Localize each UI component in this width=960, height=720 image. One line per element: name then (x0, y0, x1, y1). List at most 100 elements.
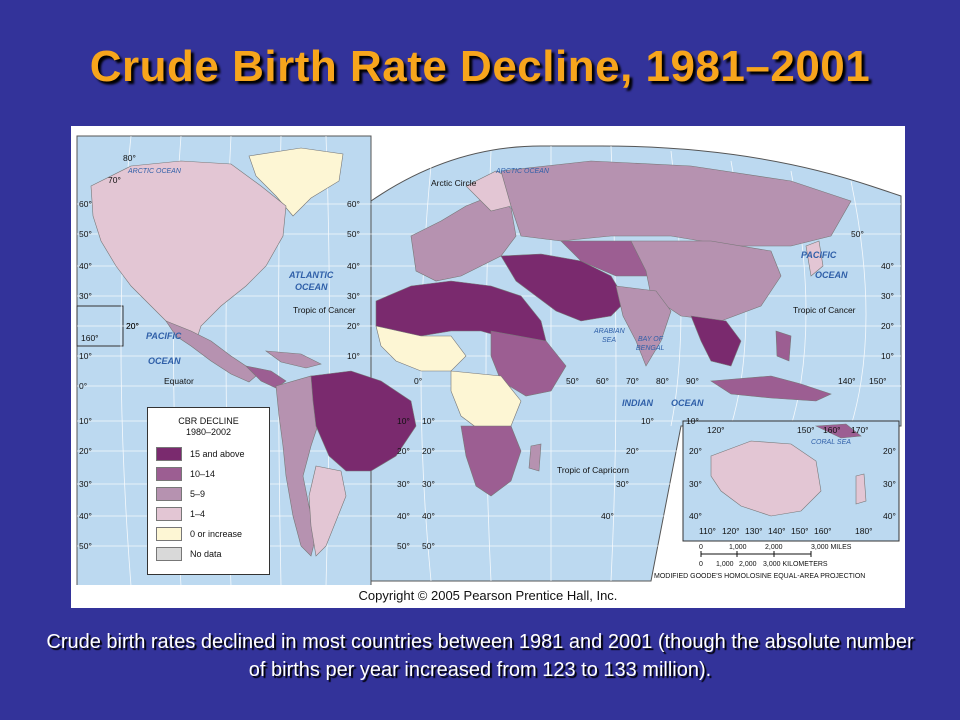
map-label: 10° (686, 416, 699, 426)
map-label: 40° (601, 511, 614, 521)
europe (410, 195, 517, 282)
middle-east (500, 253, 627, 322)
label-bengal-2: BENGAL (636, 345, 665, 352)
map-label: 10° (881, 351, 894, 361)
legend-item: 5–9 (156, 484, 269, 504)
map-label: 2,000 (739, 561, 757, 568)
legend-item: No data (156, 544, 269, 564)
argentina (308, 465, 347, 557)
map-label: 20° (422, 446, 435, 456)
legend-swatch (156, 527, 182, 541)
label-pacific-right-2: OCEAN (815, 270, 848, 280)
indonesia (710, 375, 832, 402)
map-label: 40° (397, 511, 410, 521)
label-arctic-ocean-right: ARCTIC OCEAN (495, 168, 550, 175)
map-label: 0 (699, 561, 703, 568)
label-arabian-2: SEA (602, 337, 616, 344)
map-label: 40° (79, 261, 92, 271)
map-label: 30° (79, 291, 92, 301)
lat-labels-right: 50° 40° 30° 20° 10° (851, 229, 894, 361)
legend-items: 15 and above 10–14 5–9 1–4 0 or increase… (148, 444, 269, 564)
map-label: 130° (745, 526, 763, 536)
map-label: 70° (626, 376, 639, 386)
map-label: 20° (626, 446, 639, 456)
russia (500, 160, 852, 247)
label-bengal-1: BAY OF (638, 336, 664, 343)
map-label: 50° (422, 541, 435, 551)
slide-caption: Crude birth rates declined in most count… (46, 631, 914, 681)
map-label: 2,000 (765, 544, 783, 551)
philippines (775, 330, 792, 362)
map-frame: ARCTIC OCEAN ARCTIC OCEAN ATLANTIC OCEAN… (71, 126, 905, 608)
legend: CBR DECLINE 1980–2002 15 and above 10–14… (147, 407, 270, 575)
map-label: 110° (699, 526, 716, 536)
map-label: 120° (722, 526, 740, 536)
map-label: 120° (707, 425, 725, 435)
legend-title: CBR DECLINE 1980–2002 (178, 416, 239, 437)
map-label: 90° (686, 376, 699, 386)
scale-bar: 0 1,000 2,000 3,000 MILES 0 1,000 2,000 … (654, 544, 865, 580)
map-label: 20° (79, 446, 92, 456)
label-pacific-left-1: PACIFIC (146, 331, 182, 341)
legend-item: 1–4 (156, 504, 269, 524)
east-africa (490, 330, 567, 397)
china (630, 240, 782, 322)
madagascar (528, 443, 542, 472)
map-label: 150° (791, 526, 809, 536)
map-label: 60° (79, 199, 92, 209)
legend-swatch (156, 447, 182, 461)
map-label: 10° (347, 351, 360, 361)
label-arabian-1: ARABIAN (593, 328, 626, 335)
map-label: 20° (397, 446, 410, 456)
map-label: 140° (838, 376, 856, 386)
map-label: 30° (397, 479, 410, 489)
southeast-asia (690, 315, 742, 367)
map-label: 1,000 (729, 544, 747, 551)
label-tropic-capricorn: Tropic of Capricorn (557, 465, 629, 475)
legend-item: 0 or increase (156, 524, 269, 544)
map-label: 30° (616, 479, 629, 489)
greenland (248, 147, 344, 217)
map-label: 0° (79, 381, 87, 391)
map-label: 40° (422, 511, 435, 521)
map-label: 150° (797, 425, 815, 435)
label-atlantic-2: OCEAN (295, 282, 328, 292)
label-indian-2: OCEAN (671, 398, 704, 408)
label-arctic-ocean-left: ARCTIC OCEAN (127, 168, 182, 175)
label-equator: Equator (164, 376, 194, 386)
map-label: 3,000 KILOMETERS (763, 561, 828, 568)
new-zealand (855, 473, 867, 505)
map-label: 20° (126, 321, 139, 331)
map-label: 10° (79, 351, 92, 361)
map-label: 10° (397, 416, 410, 426)
map-label: 160° (814, 526, 832, 536)
map-label: 60° (347, 199, 360, 209)
map-label: 20° (689, 446, 702, 456)
map-label: 70° (108, 175, 121, 185)
brazil (310, 370, 417, 472)
map-label: 0 (699, 544, 703, 551)
slide-title: Crude Birth Rate Decline, 1981–2001 (89, 42, 871, 91)
map-label: 3,000 MILES (811, 544, 852, 551)
map-label: 50° (79, 229, 92, 239)
map-label: 40° (347, 261, 360, 271)
map-label: 1,000 (716, 561, 734, 568)
map-label: 40° (881, 261, 894, 271)
legend-item: 15 and above (156, 444, 269, 464)
map-label: 40° (689, 511, 702, 521)
legend-swatch (156, 547, 182, 561)
north-america (90, 160, 287, 342)
label-coral-sea: CORAL SEA (811, 439, 851, 446)
map-label: 30° (689, 479, 702, 489)
map-label: 50° (397, 541, 410, 551)
map-label: 40° (79, 511, 92, 521)
map-label: 30° (422, 479, 435, 489)
map-label: 10° (641, 416, 654, 426)
japan (805, 240, 824, 277)
map-label: 0° (414, 376, 422, 386)
lat-labels-mid: 60° 50° 40° 30° 20° 10° (347, 199, 360, 361)
map-label: 50° (79, 541, 92, 551)
map-label: 170° (851, 425, 869, 435)
mexico (165, 320, 257, 383)
map-label: 40° (883, 511, 896, 521)
